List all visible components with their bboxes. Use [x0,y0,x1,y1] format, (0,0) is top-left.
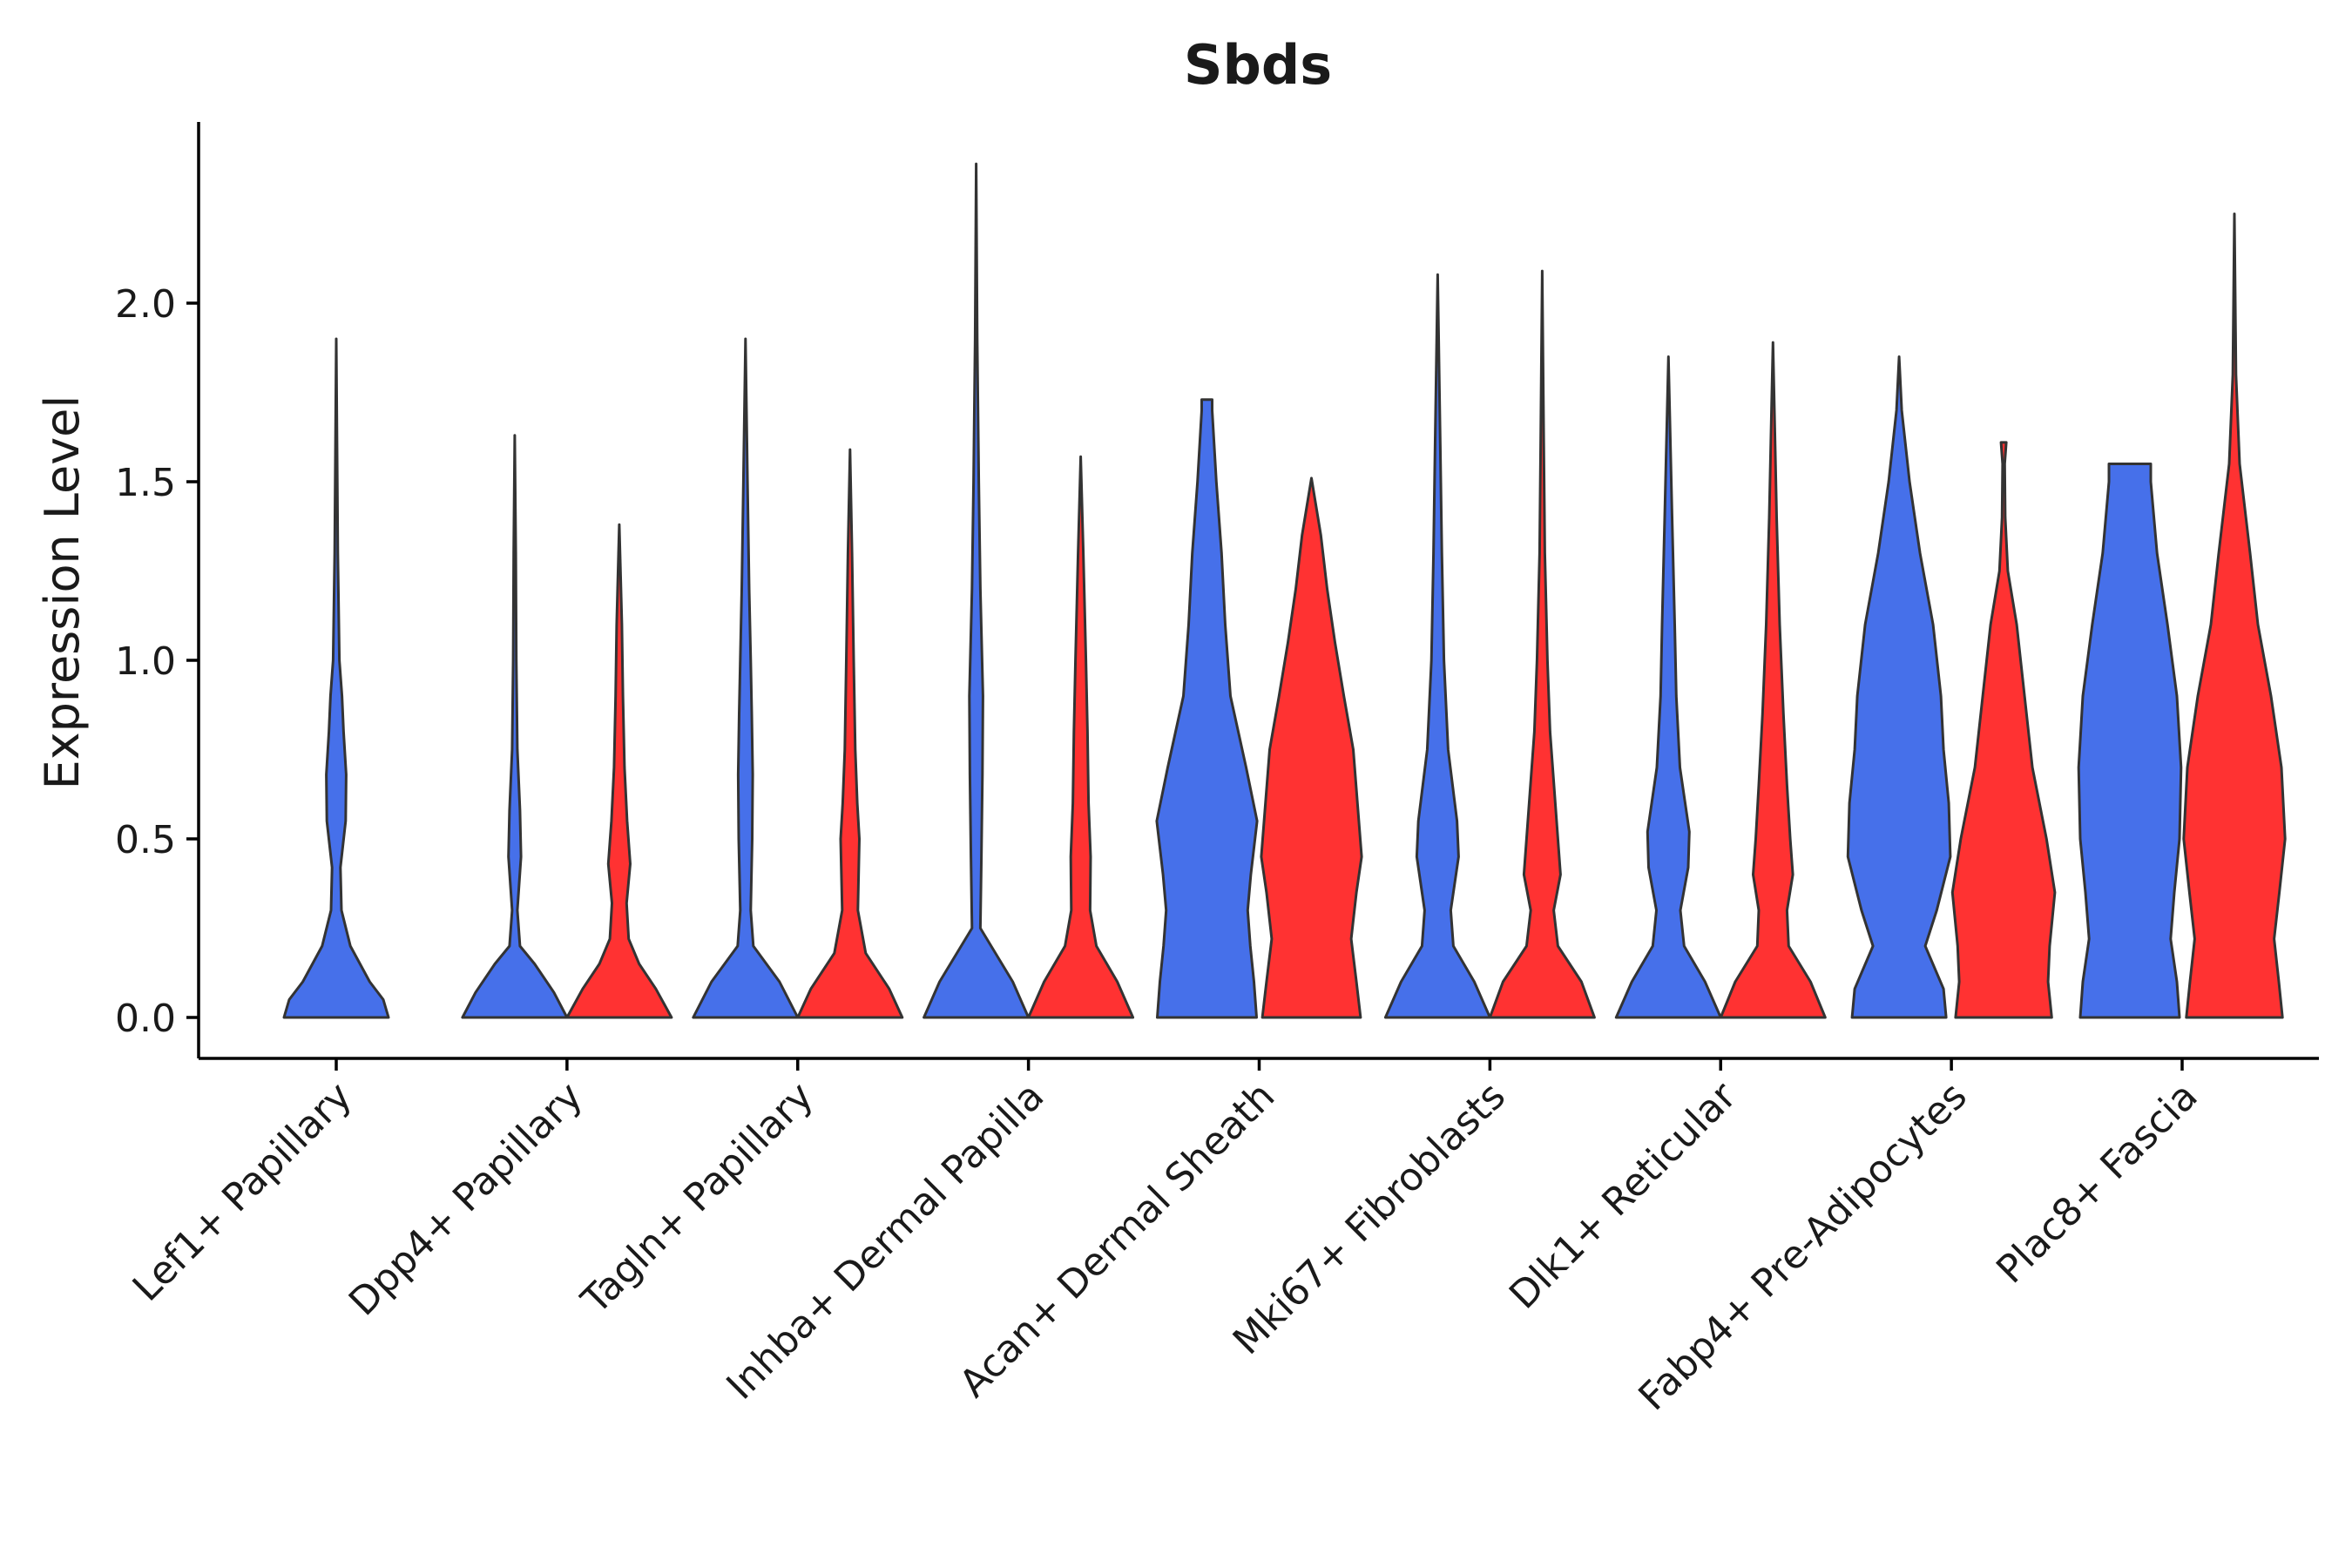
violin-group_b [565,523,673,1019]
violin-group_a [1846,355,1952,1019]
violin-group_b [1260,476,1363,1019]
violin-group_b [1488,269,1596,1019]
violin-group_a [461,434,569,1019]
violins-layer [282,162,2287,1019]
violin-group_b [1027,455,1135,1019]
violin-group_a [1155,398,1259,1019]
violin-group_b [1719,341,1827,1019]
y-tick-label: 0.0 [115,997,176,1041]
violin-group_a [2077,463,2183,1019]
violin-group_a [923,162,1031,1019]
chart-title: Sbds [1184,33,1332,97]
y-tick-label: 1.5 [115,461,176,505]
violin-group_a [1383,273,1491,1019]
violin-group_a [282,337,390,1019]
violin-group_a [1614,355,1722,1019]
violin-group_b [1950,441,2057,1019]
y-tick-label: 0.5 [115,818,176,862]
violin-group_b [796,448,904,1019]
y-tick-label: 2.0 [115,282,176,327]
violin-group_b [2182,213,2287,1019]
y-axis-label: Expression Level [35,395,90,790]
y-tick-label: 1.0 [115,639,176,684]
violin-group_a [692,337,800,1019]
